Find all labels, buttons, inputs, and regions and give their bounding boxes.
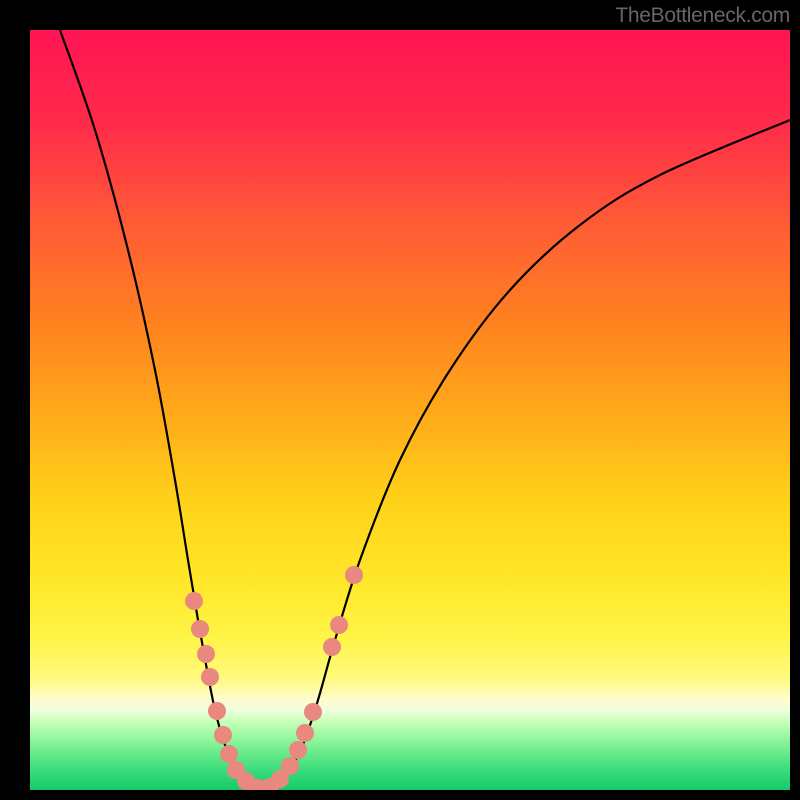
data-marker — [214, 726, 232, 744]
chart-svg — [30, 30, 790, 790]
watermark-text: TheBottleneck.com — [615, 4, 790, 28]
data-marker — [330, 616, 348, 634]
data-marker — [197, 645, 215, 663]
data-marker — [323, 638, 341, 656]
plot-area — [30, 30, 790, 790]
data-marker — [208, 702, 226, 720]
data-marker — [191, 620, 209, 638]
data-marker — [201, 668, 219, 686]
data-marker — [304, 703, 322, 721]
data-marker — [345, 566, 363, 584]
data-marker — [185, 592, 203, 610]
data-marker — [289, 741, 307, 759]
data-marker — [220, 745, 238, 763]
gradient-background — [30, 30, 790, 790]
data-marker — [281, 757, 299, 775]
data-marker — [296, 724, 314, 742]
